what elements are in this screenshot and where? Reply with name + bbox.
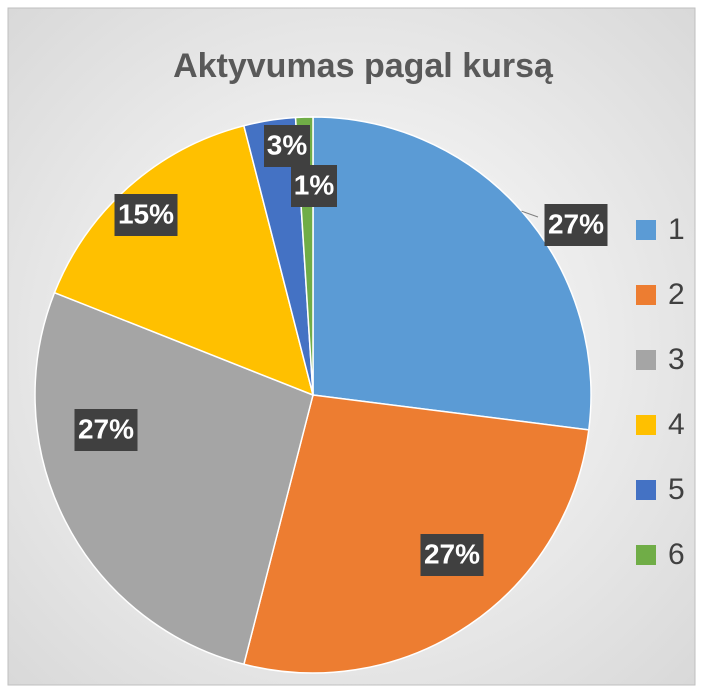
legend-swatch [636,480,656,500]
data-label-box [264,125,310,167]
data-label-box [291,165,337,207]
chart-title: Aktyvumas pagal kursą [173,47,554,85]
data-label: 15% [118,198,174,229]
legend-label: 2 [668,278,685,311]
data-label-box [74,409,138,451]
legend-label: 5 [668,473,685,506]
data-label: 1% [294,169,335,200]
legend-label: 4 [668,408,685,441]
pie-slice [242,394,590,674]
legend-label: 3 [668,343,685,376]
data-label: 27% [548,208,604,239]
legend-swatch [636,415,656,435]
leader-line [521,210,539,218]
data-label: 27% [78,413,134,444]
legend-swatch [636,350,656,370]
legend-label: 6 [668,538,685,571]
pie-slice [53,124,315,397]
legend-swatch [636,285,656,305]
legend-swatch [636,220,656,240]
data-label-box [114,194,178,236]
pie-slice [34,291,314,666]
data-label: 27% [424,538,480,569]
legend-label: 1 [668,213,685,246]
data-label-box [544,204,608,246]
legend-swatch [636,545,656,565]
data-label-box [420,534,484,576]
data-label: 3% [267,129,308,160]
